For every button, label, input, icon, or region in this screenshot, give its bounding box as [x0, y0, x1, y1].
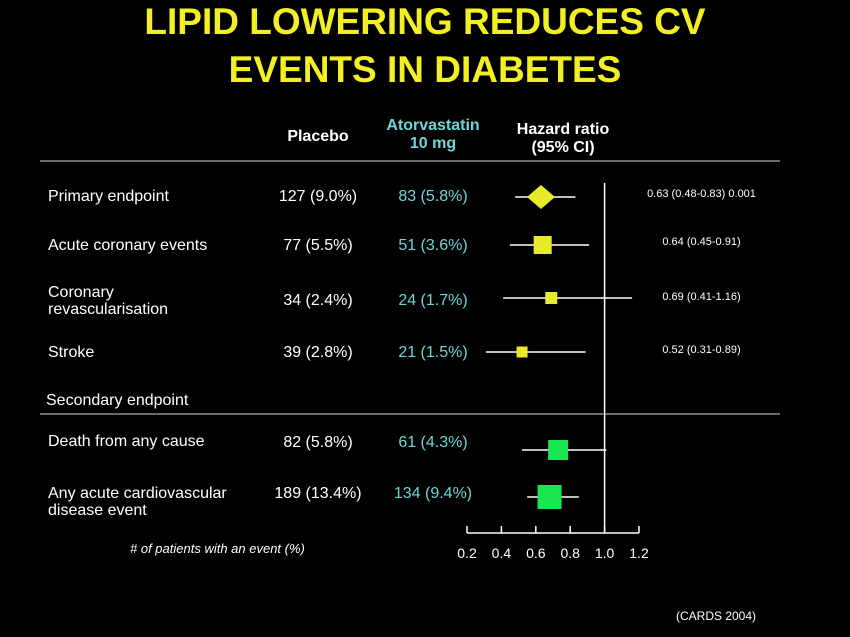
hazard-ratio-text: 0.64 (0.45-0.91)	[662, 236, 741, 248]
atorvastatin-header-line-2: 10 mg	[409, 135, 457, 152]
hazard-ratio-square	[548, 440, 569, 460]
atorvastatin-cell: 83 (5.8%)	[398, 188, 468, 205]
source-citation: (CARDS 2004)	[676, 609, 757, 623]
hazard-ratio-diamond	[526, 185, 555, 209]
row-label-line: Death from any cause	[48, 433, 205, 450]
row-label-line: disease event	[48, 502, 147, 519]
atorvastatin-cell: 61 (4.3%)	[398, 434, 468, 451]
atorvastatin-cell: 51 (3.6%)	[398, 237, 468, 254]
placebo-cell: 34 (2.4%)	[283, 292, 353, 309]
x-tick-label: 0.4	[492, 545, 512, 561]
x-tick-label: 1.0	[595, 545, 615, 561]
row-label-line: Stroke	[48, 344, 95, 361]
atorvastatin-cell: 21 (1.5%)	[398, 344, 468, 361]
placebo-cell: 127 (9.0%)	[278, 188, 358, 205]
x-tick-label: 0.6	[526, 545, 546, 561]
hazard-ratio-text: 0.69 (0.41-1.16)	[662, 291, 741, 303]
row-label-line: Acute coronary events	[48, 237, 208, 254]
hazard-ratio-square	[537, 485, 562, 509]
row-label-death-from-any-cause: Death from any cause	[48, 433, 205, 450]
row-label-line: Primary endpoint	[48, 188, 169, 205]
row-label-coronary-revascularisation: Coronary revascularisation	[48, 284, 168, 318]
hazard-ratio-text: 0.63 (0.48-0.83) 0.001	[647, 188, 756, 200]
hazard-ratio-square	[516, 346, 528, 358]
placebo-cell: 82 (5.8%)	[283, 434, 353, 451]
row-label-stroke: Stroke	[48, 344, 94, 361]
placebo-cell: 189 (13.4%)	[274, 485, 362, 502]
title-line-2: EVENTS IN DIABETES	[228, 49, 622, 90]
hazard-ratio-square	[533, 236, 552, 254]
secondary-divider	[40, 413, 780, 415]
hazard-ratio-header-line-1: Hazard ratio	[516, 121, 610, 138]
x-tick-label: 0.2	[457, 545, 477, 561]
title-line-1: LIPID LOWERING REDUCES CV	[144, 1, 706, 42]
row-label-line: Coronary	[48, 284, 114, 301]
atorvastatin-header: Atorvastatin 10 mg	[372, 117, 494, 153]
placebo-header: Placebo	[287, 128, 349, 145]
atorvastatin-cell: 24 (1.7%)	[398, 292, 468, 309]
hazard-ratio-square	[545, 292, 558, 304]
row-label-acute-coronary-events: Acute coronary events	[48, 237, 207, 254]
row-label-primary-endpoint: Primary endpoint	[48, 188, 169, 205]
row-label-any-acute-cv-event: Any acute cardiovascular disease event	[48, 485, 227, 519]
x-tick-label: 0.8	[560, 545, 580, 561]
row-label-line: revascularisation	[48, 301, 169, 318]
slide-title: LIPID LOWERING REDUCES CV EVENTS IN DIAB…	[0, 0, 850, 94]
atorvastatin-cell: 134 (9.4%)	[393, 485, 473, 502]
placebo-cell: 77 (5.5%)	[283, 237, 353, 254]
hazard-ratio-header: Hazard ratio (95% CI)	[498, 121, 628, 157]
header-divider	[40, 160, 780, 162]
secondary-endpoint-heading: Secondary endpoint	[46, 392, 189, 409]
atorvastatin-header-line-1: Atorvastatin	[386, 117, 480, 134]
hazard-ratio-header-line-2: (95% CI)	[531, 139, 595, 156]
row-label-line: Any acute cardiovascular	[48, 485, 227, 502]
footnote: # of patients with an event (%)	[130, 541, 305, 556]
placebo-cell: 39 (2.8%)	[283, 344, 353, 361]
x-tick-label: 1.2	[629, 545, 649, 561]
hazard-ratio-text: 0.52 (0.31-0.89)	[662, 344, 741, 356]
